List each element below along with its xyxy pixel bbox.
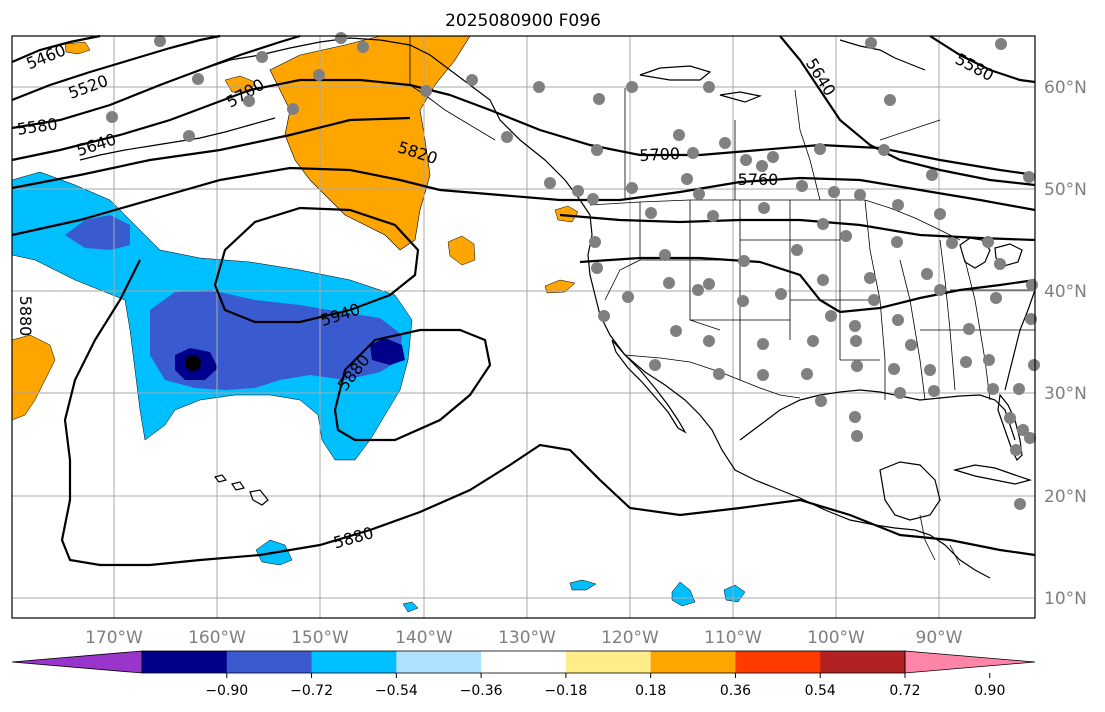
anomaly-shading (11, 35, 746, 613)
colorbar-tick-label: 0.36 (720, 683, 751, 699)
longitude-tick: 160°W (188, 628, 246, 648)
contour-label: 5880 (16, 296, 35, 337)
contour-5940 (213, 206, 420, 324)
graticule (12, 36, 1035, 618)
colorbar-extend-low (11, 650, 143, 674)
longitude-tick: 140°W (395, 628, 453, 648)
longitude-tick: 100°W (807, 628, 865, 648)
positive-anomaly-small-4 (544, 279, 576, 294)
positive-anomaly-small-3 (447, 235, 476, 266)
contour-5700-west (11, 116, 411, 190)
contour-5640-west (11, 78, 451, 162)
latitude-tick: 30°N (1044, 384, 1087, 404)
coastline-aleutians (79, 117, 276, 161)
longitude-tick: 120°W (601, 628, 659, 648)
height-contours (11, 34, 1036, 567)
station-dots (106, 32, 1040, 510)
longitude-tick: 170°W (85, 628, 143, 648)
longitude-tick: 90°W (916, 628, 963, 648)
longitude-tick: 110°W (704, 628, 762, 648)
colorbar-segment (820, 651, 906, 673)
colorbar-tick-label: −0.72 (290, 683, 333, 699)
contour-5520 (11, 34, 221, 102)
negative-anomaly-strong-east (370, 338, 405, 365)
contour-5820 (11, 166, 441, 237)
anomaly-max-marker (185, 355, 201, 371)
contour-5760 (439, 176, 1036, 212)
colorbar-tick-label: 0.54 (805, 683, 836, 699)
colorbar-outline (141, 650, 906, 674)
coastline-baja (611, 339, 687, 434)
positive-anomaly-west-edge (11, 334, 56, 421)
contour-5640-east (779, 35, 1036, 187)
contour-5820-east (559, 213, 1036, 242)
contour-label: 5760 (738, 170, 779, 189)
coastline-east (1004, 289, 1036, 391)
colorbar-extend-high (904, 650, 1036, 674)
canada-province-borders (624, 88, 941, 201)
colorbar-segment (396, 651, 482, 673)
colorbar-segment (735, 651, 821, 673)
colorbar-segment (226, 651, 313, 673)
map-title: 2025080900 F096 (445, 11, 601, 31)
political-borders (409, 36, 1035, 566)
colorbar-tick-label: −0.18 (544, 683, 587, 699)
coastline-hawaii (213, 474, 269, 506)
colorbar-tick-label: −0.90 (205, 683, 248, 699)
latitude-tick: 60°N (1044, 78, 1087, 98)
latitude-tick: 20°N (1044, 487, 1087, 507)
colorbar-tick-label: 0.18 (635, 683, 666, 699)
colorbar: −0.90 −0.72 −0.54 −0.36 −0.18 0.18 0.36 0.54 0.7… (11, 650, 1036, 699)
colorbar-tick-label: 0.72 (889, 683, 920, 699)
negative-anomaly-small-c (569, 579, 597, 591)
colorbar-segment (311, 651, 397, 673)
positive-anomaly-small-2 (64, 41, 91, 55)
longitude-tick: 150°W (291, 628, 349, 648)
contour-5700 (449, 93, 1036, 177)
alaska-canada-border (409, 36, 496, 141)
coastline-cuba (952, 464, 1033, 485)
negative-anomaly-small-d (402, 601, 419, 613)
map-border (11, 35, 1036, 619)
contour-5880-east (333, 328, 492, 442)
latitude-tick: 10°N (1044, 589, 1087, 609)
colorbar-tick-label: −0.36 (460, 683, 503, 699)
colorbar-segment (481, 651, 567, 673)
colorbar-segment (565, 651, 652, 673)
longitude-axis: 170°W 160°W 150°W 140°W 130°W 120°W 110°… (85, 628, 963, 648)
coastline-arctic (639, 39, 926, 103)
contour-5580 (11, 34, 301, 130)
colorbar-ticks: −0.90 −0.72 −0.54 −0.36 −0.18 0.18 0.36 0.54 0.7… (205, 673, 1005, 699)
colorbar-tick-label: −0.54 (375, 683, 418, 699)
contour-label: 5700 (639, 144, 681, 165)
contour-5580-east (929, 35, 1036, 84)
latitude-tick: 40°N (1044, 282, 1087, 302)
contour-5880-main (579, 256, 1036, 314)
contour-5460 (11, 34, 101, 64)
mexico-central-borders (919, 514, 961, 566)
negative-anomaly-small-a (671, 581, 696, 607)
colorbar-tick-label: 0.90 (974, 683, 1005, 699)
us-mexico-border (624, 354, 801, 399)
longitude-tick: 130°W (498, 628, 556, 648)
colorbar-segment (650, 651, 736, 673)
colorbar-segment (142, 651, 228, 673)
contour-5880-south (60, 259, 1036, 567)
latitude-tick: 50°N (1044, 180, 1087, 200)
coastline-yucatan (879, 461, 941, 521)
latitude-axis: 60°N 50°N 40°N 30°N 20°N 10°N (1044, 78, 1087, 609)
colorbar-segments (11, 650, 1036, 674)
